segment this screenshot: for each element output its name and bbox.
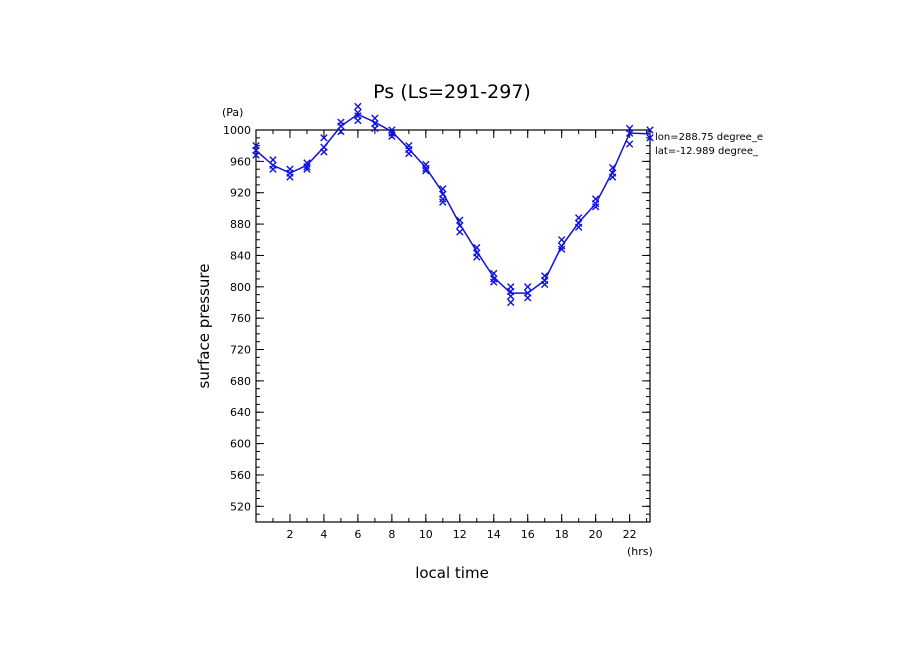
data-point-marker [507,298,515,307]
data-point-marker [456,216,464,224]
data-point-marker [507,292,515,300]
data-point-marker [608,163,617,172]
y-tick-label: 920 [230,187,251,200]
data-point-marker [303,163,311,171]
data-point-marker [591,203,600,211]
series-layer [252,102,654,307]
data-point-marker [252,151,260,159]
lat-annotation: lat=-12.989 degree_ [655,146,759,157]
data-point-marker [574,223,583,231]
data-point-marker [608,173,617,181]
data-point-marker [337,122,345,130]
x-tick-label: 20 [589,528,603,541]
x-tick-label: 2 [286,528,293,541]
chart-title: Ps (Ls=291-297) [373,81,531,103]
data-point-marker [625,129,634,137]
data-point-marker [557,236,566,244]
y-tick-label: 960 [230,155,251,168]
data-point-marker [371,124,379,133]
data-point-marker [524,294,532,302]
plot-frame [255,129,651,523]
y-tick-label: 880 [230,218,251,231]
data-point-marker [320,134,328,142]
x-tick-label: 12 [453,528,467,541]
x-unit-label: (hrs) [627,545,653,558]
data-point-marker [646,126,654,134]
data-point-marker [646,134,654,142]
x-tick-label: 18 [555,528,569,541]
y-tick-label: 840 [230,249,251,262]
lon-annotation: lon=288.75 degree_e [655,132,763,143]
data-point-marker [490,269,498,278]
data-point-marker [354,116,362,125]
data-point-marker [286,173,294,181]
data-point-marker [574,214,583,222]
data-point-marker [371,114,379,122]
data-point-marker [269,165,277,173]
data-point-marker [388,129,396,137]
y-axis-label: surface pressure [195,264,213,389]
data-point-marker [388,132,396,140]
y-unit-label: (Pa) [222,106,243,119]
data-point-marker [557,242,566,250]
y-tick-label: 1000 [223,124,251,137]
data-point-marker [557,245,566,253]
data-point-marker [524,283,532,291]
x-tick-label: 14 [487,528,501,541]
data-point-marker [337,127,345,136]
y-tick-label: 760 [230,312,251,325]
axes-layer: 2 4 6 8 10 12 14 16 18 20 22 520 560 600 640 680 720 760 8… [223,124,650,541]
data-point-marker [473,243,481,252]
y-tick-label: 640 [230,406,251,419]
data-point-marker [625,140,634,148]
x-tick-label: 4 [320,528,327,541]
data-point-marker [439,198,447,206]
data-point-marker [541,280,549,289]
data-point-marker [439,195,447,203]
x-tick-label: 8 [388,528,395,541]
x-tick-label: 6 [354,528,361,541]
data-point-marker [490,278,498,286]
x-tick-label: 16 [521,528,535,541]
data-point-marker [405,149,413,158]
data-point-marker [490,275,498,283]
data-point-marker [303,165,311,173]
data-point-marker [422,167,430,175]
data-point-marker [591,200,600,208]
data-point-marker [473,253,481,261]
data-point-marker [439,185,447,193]
data-point-marker [388,126,396,134]
x-tick-label: 22 [623,528,637,541]
y-tick-label: 560 [230,469,251,482]
y-tick-label: 600 [230,438,251,451]
series-line [255,113,651,294]
data-point-marker [456,228,464,236]
y-tick-label: 720 [230,344,251,357]
y-tick-label: 520 [230,500,251,513]
data-point-marker [269,156,277,164]
x-axis-label: local time [415,564,489,582]
data-point-marker [422,164,430,173]
data-point-marker [456,221,464,230]
data-point-marker [320,148,328,156]
y-tick-label: 800 [230,281,251,294]
y-tick-label: 680 [230,375,251,388]
data-point-marker [354,102,362,111]
data-point-marker [354,109,362,117]
x-tick-label: 10 [419,528,433,541]
